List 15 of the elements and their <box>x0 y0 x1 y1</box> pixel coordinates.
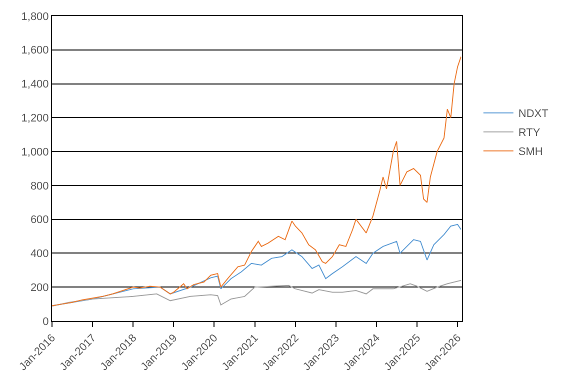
y-tick-label: 400 <box>30 248 49 260</box>
line-series <box>52 56 462 306</box>
legend-label: NDXT <box>518 108 549 120</box>
y-tick-label: 1,200 <box>21 112 49 125</box>
legend-label: SMH <box>518 146 543 158</box>
line-series <box>52 280 462 307</box>
y-tick-label: 600 <box>30 214 49 226</box>
y-tick-label: 1,400 <box>21 78 49 91</box>
y-tick-label: 200 <box>30 282 49 294</box>
y-tick-label: 1,000 <box>21 146 49 158</box>
y-tick-label: 800 <box>30 180 49 192</box>
y-tick-label: 1,800 <box>21 10 49 23</box>
y-tick-label: 1,600 <box>21 44 49 57</box>
y-tick-label: 0 <box>42 316 49 328</box>
legend-label: RTY <box>518 127 541 140</box>
